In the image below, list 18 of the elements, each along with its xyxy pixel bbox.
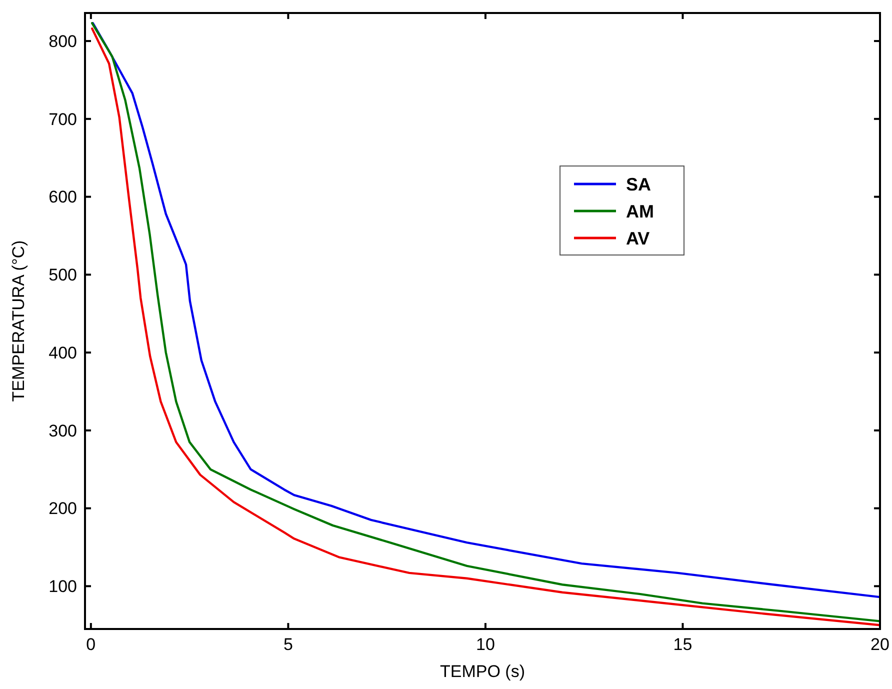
y-tick-label: 800: [48, 32, 77, 51]
y-tick-label: 300: [48, 421, 77, 440]
y-tick-label: 500: [48, 266, 77, 285]
y-tick-label: 400: [48, 343, 77, 362]
x-tick-label: 20: [870, 635, 890, 654]
x-axis-title: TEMPO (s): [440, 662, 525, 681]
y-tick-label: 100: [48, 577, 77, 596]
x-tick-label: 15: [673, 635, 692, 654]
y-axis-title: TEMPERATURA (°C): [9, 240, 28, 402]
y-tick-label: 200: [48, 499, 77, 518]
x-tick-label: 10: [476, 635, 495, 654]
y-tick-label: 700: [48, 110, 77, 129]
legend-label: SA: [626, 174, 652, 194]
y-tick-label: 600: [48, 188, 77, 207]
x-tick-label: 5: [283, 635, 293, 654]
x-tick-label: 0: [86, 635, 96, 654]
legend-label: AM: [626, 201, 654, 222]
legend-label: AV: [626, 228, 650, 248]
